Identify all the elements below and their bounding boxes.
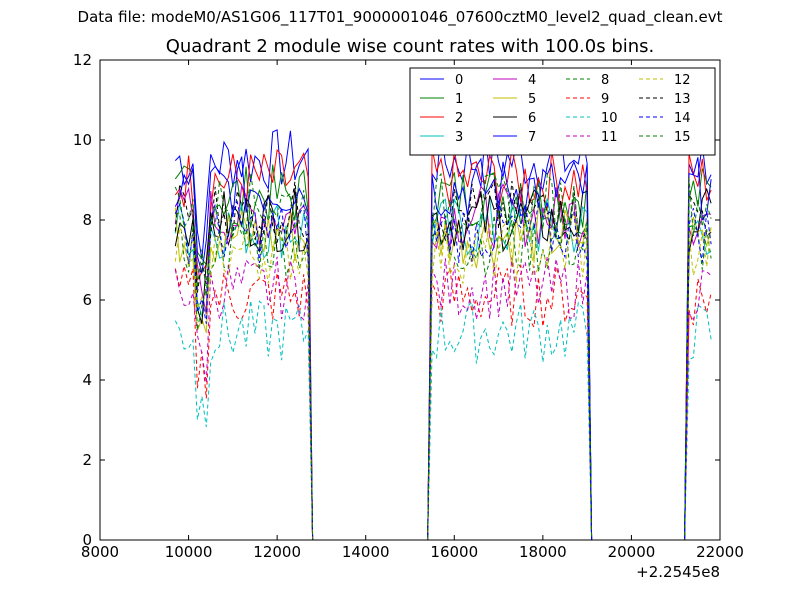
legend-label-7: 7: [528, 130, 536, 145]
legend-box: [409, 67, 716, 156]
legend-label-11: 11: [601, 130, 618, 145]
chart-title: Quadrant 2 module wise count rates with …: [165, 36, 655, 57]
y-tick-label: 4: [82, 371, 92, 389]
y-tick-label: 6: [82, 291, 92, 309]
legend-label-4: 4: [528, 73, 536, 88]
x-tick-label: 10000: [165, 543, 213, 561]
legend-label-6: 6: [528, 111, 536, 126]
series-line-5: [174, 206, 712, 541]
series-line-10: [174, 300, 712, 541]
series-line-9: [174, 263, 712, 541]
legend-label-5: 5: [528, 92, 536, 107]
legend-label-3: 3: [455, 130, 463, 145]
series-line-2: [174, 148, 712, 541]
plot-lines: [174, 128, 712, 541]
legend-label-1: 1: [455, 92, 463, 107]
series-line-8: [175, 212, 712, 541]
legend-label-15: 15: [674, 130, 691, 145]
series-line-6: [174, 187, 712, 541]
x-tick-label: 20000: [608, 543, 656, 561]
series-line-14: [174, 200, 712, 541]
x-tick-label: 16000: [430, 543, 478, 561]
x-axis-offset-label: +2.2545e8: [636, 563, 720, 581]
y-tick-label: 2: [82, 451, 92, 469]
x-tick-label: 8000: [81, 543, 119, 561]
series-line-12: [174, 219, 712, 541]
chart-suptitle: Data file: modeM0/AS1G06_117T01_90000010…: [77, 8, 723, 26]
legend-label-0: 0: [455, 73, 463, 88]
legend-label-8: 8: [601, 73, 609, 88]
x-tick-label: 22000: [696, 543, 744, 561]
y-tick-label: 0: [82, 531, 92, 549]
legend-label-10: 10: [601, 111, 618, 126]
series-line-11: [174, 256, 712, 541]
y-tick-label: 8: [82, 211, 92, 229]
legend-label-14: 14: [674, 111, 691, 126]
x-tick-label: 18000: [519, 543, 567, 561]
series-line-15: [174, 172, 712, 541]
legend-label-9: 9: [601, 92, 609, 107]
series-line-3: [174, 197, 712, 541]
legend-label-13: 13: [674, 92, 691, 107]
y-tick-label: 10: [73, 131, 92, 149]
legend-label-12: 12: [674, 73, 691, 88]
series-line-7: [174, 156, 712, 541]
x-tick-label: 14000: [342, 543, 390, 561]
y-tick-label: 12: [73, 51, 92, 69]
x-tick-label: 12000: [253, 543, 301, 561]
series-line-0: [174, 128, 712, 541]
legend-label-2: 2: [455, 111, 463, 126]
